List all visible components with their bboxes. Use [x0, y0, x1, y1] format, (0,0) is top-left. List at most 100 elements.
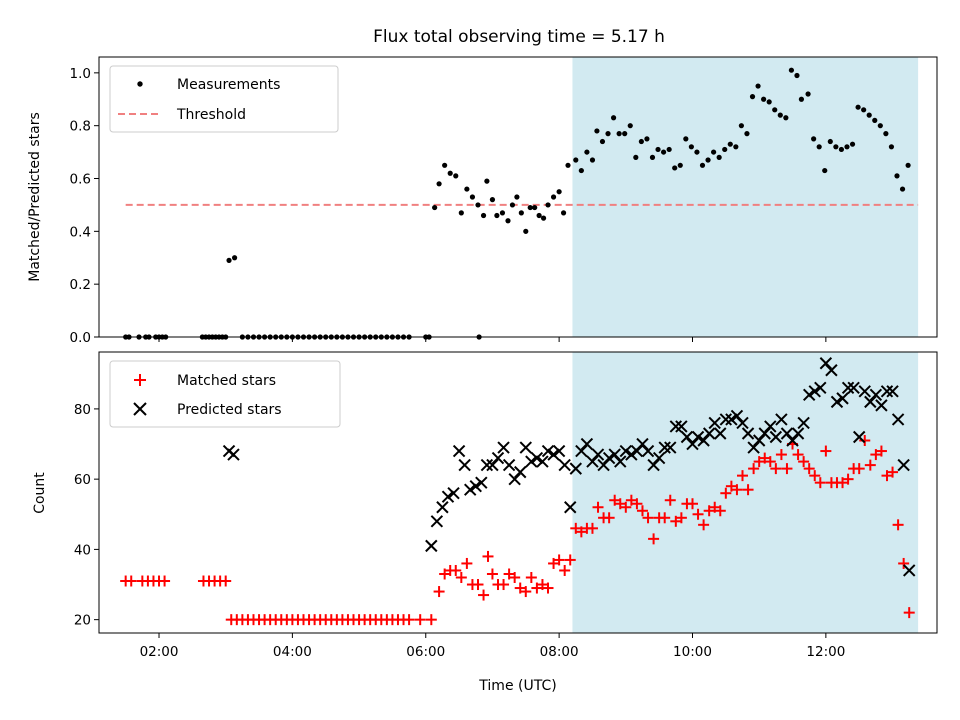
predicted-star-point [852, 430, 866, 444]
predicted-star-point [614, 455, 627, 468]
matched-star-point [631, 498, 643, 510]
matched-star-point [737, 470, 749, 482]
matched-star-point [586, 522, 598, 534]
predicted-star-point [903, 564, 916, 577]
matched-star-point [575, 526, 587, 538]
matched-star-point [478, 589, 490, 601]
y-tick-label: 0.8 [70, 119, 91, 135]
predicted-star-point [675, 420, 688, 433]
matched-star-point [642, 512, 654, 524]
measurement-point [453, 173, 459, 179]
predicted-star-point [819, 357, 833, 370]
predicted-star-point [764, 420, 777, 433]
measurement-point [514, 194, 520, 200]
measurement-point [545, 202, 551, 208]
measurement-point [688, 144, 694, 150]
predicted-star-point [630, 444, 644, 458]
measurement-point [672, 165, 678, 171]
matched-star-point [875, 445, 887, 457]
measurement-point [855, 104, 861, 110]
measurement-point [432, 204, 438, 211]
measurement-point [849, 141, 856, 147]
matched-star-point [564, 554, 576, 566]
matched-star-point [775, 449, 787, 461]
predicted-star-point [508, 472, 521, 486]
matched-star-point [472, 579, 484, 591]
measurement-point [644, 136, 650, 142]
count-points [120, 357, 916, 626]
measurement-point [877, 123, 883, 129]
measurement-point [738, 123, 744, 129]
predicted-star-point [625, 448, 638, 461]
measurement-point [469, 194, 476, 200]
matched-star-point [514, 582, 526, 594]
predicted-star-point [447, 486, 460, 500]
predicted-star-point [719, 413, 733, 426]
measurement-point [788, 67, 795, 73]
matched-star-point [603, 512, 615, 524]
measurement-point [905, 162, 911, 168]
predicted-star-point [547, 448, 560, 461]
matched-star-point [703, 505, 715, 517]
matched-star-point [892, 519, 904, 531]
predicted-star-point [791, 427, 805, 440]
matched-star-point [803, 463, 815, 475]
matched-star-point [536, 579, 548, 591]
measurement-point [573, 157, 579, 163]
measurement-point [699, 162, 706, 168]
matched-star-point [859, 435, 871, 447]
matched-star-point [753, 456, 765, 468]
matched-star-point [570, 522, 582, 534]
matched-star-point [725, 480, 737, 492]
measurement-point [716, 154, 722, 160]
matched-star-point [820, 445, 832, 457]
predicted-star-point [664, 441, 677, 454]
bottom-axes-frame [98, 351, 938, 634]
bottom-legend: Matched stars Predicted stars [109, 360, 341, 428]
matched-star-point [870, 449, 882, 461]
measurement-point [822, 167, 828, 174]
measurement-point [484, 178, 490, 184]
predicted-star-point [480, 458, 494, 472]
measurement-point [660, 149, 667, 155]
matched-star-point [482, 550, 494, 562]
matched-star-point [781, 463, 793, 475]
predicted-star-point [775, 413, 788, 426]
matched-star-point [881, 470, 893, 482]
measurement-point [794, 72, 800, 79]
predicted-star-point [680, 430, 694, 444]
matched-star-point [648, 533, 660, 545]
matched-star-point [531, 582, 543, 594]
measurement-point [727, 141, 733, 147]
y-tick-label: 0.0 [70, 330, 91, 346]
predicted-star-point [725, 413, 738, 426]
predicted-star-point [430, 515, 444, 528]
predicted-star-point [486, 458, 499, 472]
predicted-star-point [580, 437, 594, 451]
top-x-ticks [158, 337, 827, 342]
predicted-star-point [525, 455, 538, 468]
matched-star-point [520, 586, 532, 598]
predicted-star-point [886, 385, 899, 398]
matched-star-point [548, 557, 560, 569]
measurement-point [226, 257, 232, 263]
predicted-star-point [452, 444, 466, 458]
legend-predicted-label: Predicted stars [177, 402, 282, 418]
predicted-star-point [597, 458, 610, 472]
y-tick-label: 1.0 [70, 66, 91, 82]
predicted-star-point [730, 409, 744, 423]
predicted-star-point [686, 437, 699, 451]
measurement-point [798, 96, 805, 102]
matched-star-point [450, 564, 462, 576]
measurement-point [527, 204, 533, 211]
y-tick-label: 80 [74, 402, 91, 418]
matched-star-point [798, 456, 810, 468]
matched-star-point [748, 463, 760, 475]
measurement-point [565, 162, 571, 168]
measurement-point [475, 202, 481, 208]
measurement-point [733, 144, 739, 150]
predicted-star-point [802, 388, 816, 402]
measurement-point [838, 146, 845, 153]
predicted-star-point [469, 479, 482, 493]
predicted-star-point [858, 385, 871, 398]
